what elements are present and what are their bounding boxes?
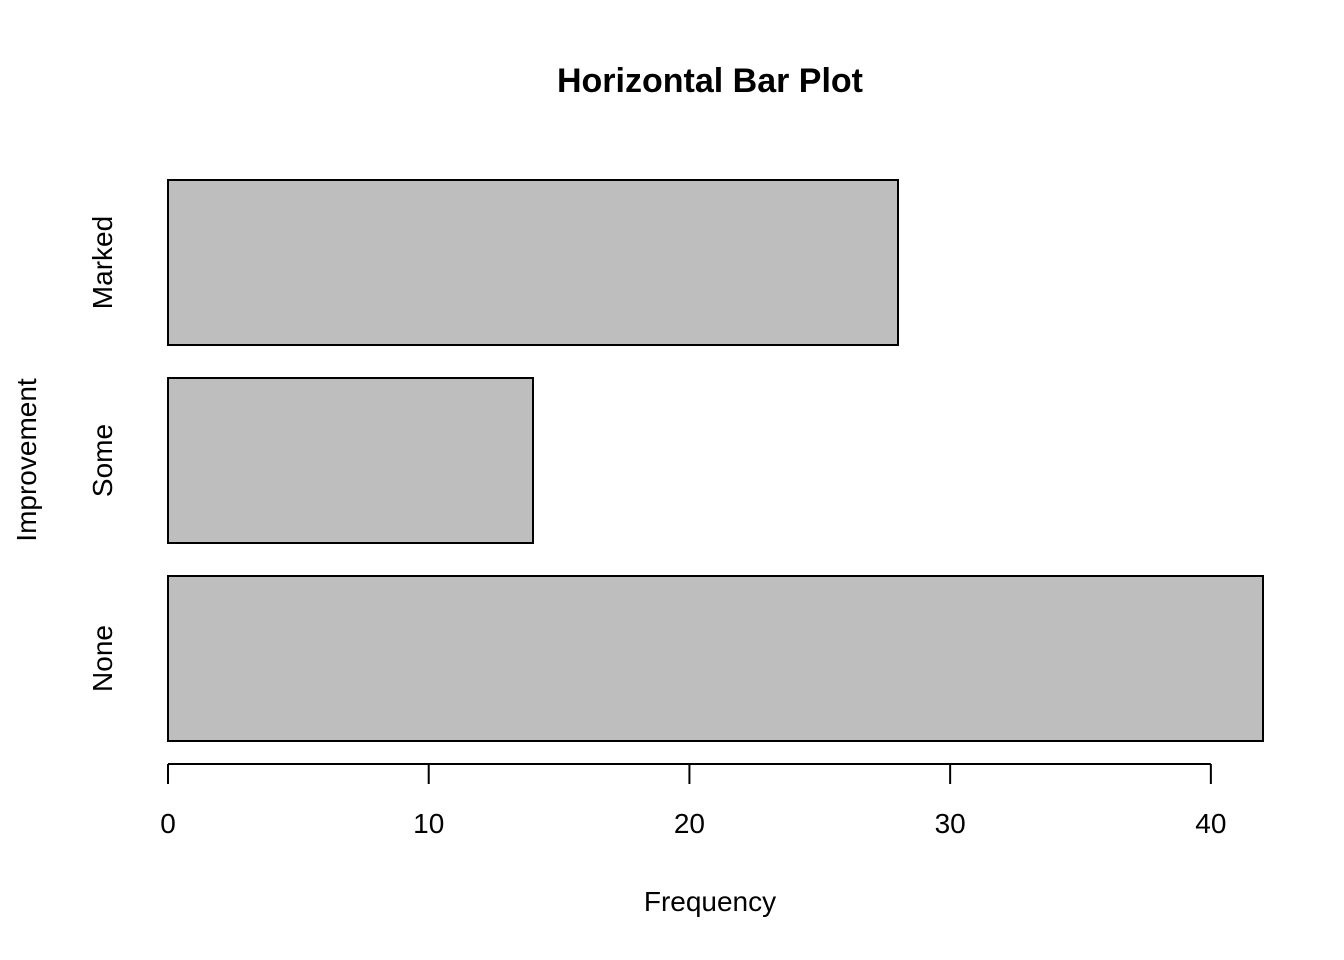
bar-marked bbox=[167, 179, 899, 346]
x-tick-label: 10 bbox=[413, 808, 444, 839]
x-tick-label: 30 bbox=[935, 808, 966, 839]
bars-group bbox=[167, 179, 1264, 742]
chart-title: Horizontal Bar Plot bbox=[557, 62, 863, 100]
category-labels: None Some Marked bbox=[87, 216, 118, 692]
bar-some bbox=[167, 377, 534, 544]
category-label-some: Some bbox=[87, 424, 118, 497]
x-axis-label: Frequency bbox=[644, 886, 776, 917]
x-tick-label: 20 bbox=[674, 808, 705, 839]
x-tick-label: 40 bbox=[1195, 808, 1226, 839]
x-axis: 0 10 20 30 40 bbox=[160, 763, 1226, 839]
bar-none bbox=[167, 575, 1264, 742]
x-tick-label: 0 bbox=[160, 808, 176, 839]
y-axis-label: Improvement bbox=[11, 378, 42, 542]
category-label-none: None bbox=[87, 625, 118, 692]
category-label-marked: Marked bbox=[87, 216, 118, 309]
